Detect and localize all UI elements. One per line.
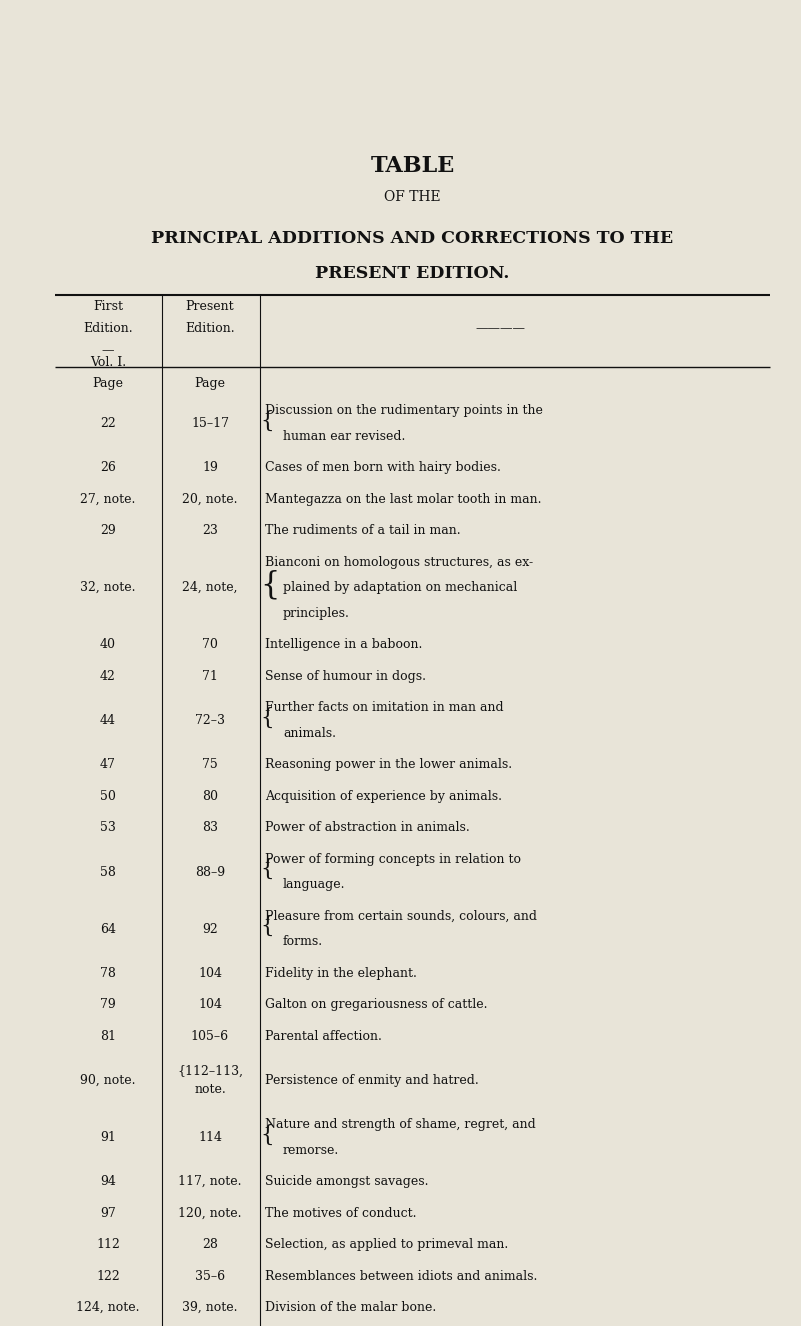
Text: 44: 44 — [100, 713, 116, 727]
Text: 39, note.: 39, note. — [183, 1301, 238, 1314]
Text: First: First — [93, 300, 123, 313]
Text: 81: 81 — [100, 1030, 116, 1042]
Text: 15–17: 15–17 — [191, 416, 229, 430]
Text: Resemblances between idiots and animals.: Resemblances between idiots and animals. — [265, 1270, 537, 1282]
Text: 88–9: 88–9 — [195, 866, 225, 879]
Text: 72–3: 72–3 — [195, 713, 225, 727]
Text: Acquisition of experience by animals.: Acquisition of experience by animals. — [265, 790, 502, 802]
Text: The rudiments of a tail in man.: The rudiments of a tail in man. — [265, 524, 461, 537]
Text: 117, note.: 117, note. — [179, 1175, 242, 1188]
Text: 105–6: 105–6 — [191, 1030, 229, 1042]
Text: plained by adaptation on mechanical: plained by adaptation on mechanical — [283, 581, 517, 594]
Text: ————: ———— — [475, 322, 525, 335]
Text: 22: 22 — [100, 416, 116, 430]
Text: 20, note.: 20, note. — [183, 493, 238, 505]
Text: 19: 19 — [202, 461, 218, 475]
Text: 23: 23 — [202, 524, 218, 537]
Text: Cases of men born with hairy bodies.: Cases of men born with hairy bodies. — [265, 461, 501, 475]
Text: animals.: animals. — [283, 727, 336, 740]
Text: Mantegazza on the last molar tooth in man.: Mantegazza on the last molar tooth in ma… — [265, 493, 541, 505]
Text: 80: 80 — [202, 790, 218, 802]
Text: 47: 47 — [100, 758, 116, 772]
Text: Persistence of enmity and hatred.: Persistence of enmity and hatred. — [265, 1074, 479, 1087]
Text: {112–113,: {112–113, — [177, 1065, 243, 1078]
Text: 120, note.: 120, note. — [179, 1207, 242, 1220]
Text: 78: 78 — [100, 967, 116, 980]
Text: 91: 91 — [100, 1131, 116, 1144]
Text: 64: 64 — [100, 923, 116, 936]
Text: 124, note.: 124, note. — [76, 1301, 139, 1314]
Text: {: { — [260, 915, 274, 937]
Text: Reasoning power in the lower animals.: Reasoning power in the lower animals. — [265, 758, 512, 772]
Text: 97: 97 — [100, 1207, 116, 1220]
Text: Fidelity in the elephant.: Fidelity in the elephant. — [265, 967, 417, 980]
Text: 27, note.: 27, note. — [80, 493, 135, 505]
Text: 28: 28 — [202, 1238, 218, 1252]
Text: {: { — [260, 707, 274, 728]
Text: {: { — [260, 1123, 274, 1146]
Text: forms.: forms. — [283, 935, 323, 948]
Text: 75: 75 — [202, 758, 218, 772]
Text: 90, note.: 90, note. — [80, 1074, 135, 1087]
Text: 79: 79 — [100, 998, 116, 1012]
Text: Vol. I.: Vol. I. — [90, 355, 126, 369]
Text: 92: 92 — [202, 923, 218, 936]
Text: human ear revised.: human ear revised. — [283, 430, 405, 443]
Text: 122: 122 — [96, 1270, 120, 1282]
Text: 40: 40 — [100, 638, 116, 651]
Text: 104: 104 — [198, 967, 222, 980]
Text: The motives of conduct.: The motives of conduct. — [265, 1207, 417, 1220]
Text: Pleasure from certain sounds, colours, and: Pleasure from certain sounds, colours, a… — [265, 910, 537, 923]
Text: 24, note,: 24, note, — [183, 581, 238, 594]
Text: Edition.: Edition. — [83, 322, 133, 335]
Text: OF THE: OF THE — [384, 190, 441, 204]
Text: Page: Page — [195, 377, 226, 390]
Text: 29: 29 — [100, 524, 116, 537]
Text: PRESENT EDITION.: PRESENT EDITION. — [316, 265, 509, 282]
Text: 42: 42 — [100, 670, 116, 683]
Text: 35–6: 35–6 — [195, 1270, 225, 1282]
Text: Intelligence in a baboon.: Intelligence in a baboon. — [265, 638, 422, 651]
Text: 58: 58 — [100, 866, 116, 879]
Text: 71: 71 — [202, 670, 218, 683]
Text: Nature and strength of shame, regret, and: Nature and strength of shame, regret, an… — [265, 1118, 536, 1131]
Text: Edition.: Edition. — [185, 322, 235, 335]
Text: Power of abstraction in animals.: Power of abstraction in animals. — [265, 821, 469, 834]
Text: 32, note.: 32, note. — [80, 581, 135, 594]
Text: Suicide amongst savages.: Suicide amongst savages. — [265, 1175, 429, 1188]
Text: {: { — [260, 569, 280, 601]
Text: language.: language. — [283, 878, 345, 891]
Text: {: { — [260, 858, 274, 880]
Text: 53: 53 — [100, 821, 116, 834]
Text: Parental affection.: Parental affection. — [265, 1030, 382, 1042]
Text: 112: 112 — [96, 1238, 120, 1252]
Text: 104: 104 — [198, 998, 222, 1012]
Text: Galton on gregariousness of cattle.: Galton on gregariousness of cattle. — [265, 998, 488, 1012]
Text: 114: 114 — [198, 1131, 222, 1144]
Text: Discussion on the rudimentary points in the: Discussion on the rudimentary points in … — [265, 404, 543, 416]
Text: 50: 50 — [100, 790, 116, 802]
Text: 70: 70 — [202, 638, 218, 651]
Text: Power of forming concepts in relation to: Power of forming concepts in relation to — [265, 853, 521, 866]
Text: Sense of humour in dogs.: Sense of humour in dogs. — [265, 670, 426, 683]
Text: note.: note. — [194, 1083, 226, 1095]
Text: Page: Page — [92, 377, 123, 390]
Text: 26: 26 — [100, 461, 116, 475]
Text: Present: Present — [186, 300, 235, 313]
Text: PRINCIPAL ADDITIONS AND CORRECTIONS TO THE: PRINCIPAL ADDITIONS AND CORRECTIONS TO T… — [151, 229, 674, 247]
Text: Division of the malar bone.: Division of the malar bone. — [265, 1301, 437, 1314]
Text: principles.: principles. — [283, 606, 350, 619]
Text: —: — — [102, 343, 115, 357]
Text: remorse.: remorse. — [283, 1143, 340, 1156]
Text: Further facts on imitation in man and: Further facts on imitation in man and — [265, 701, 504, 713]
Text: 94: 94 — [100, 1175, 116, 1188]
Text: {: { — [260, 410, 274, 431]
Text: Bianconi on homologous structures, as ex-: Bianconi on homologous structures, as ex… — [265, 556, 533, 569]
Text: Selection, as applied to primeval man.: Selection, as applied to primeval man. — [265, 1238, 509, 1252]
Text: 83: 83 — [202, 821, 218, 834]
Text: TABLE: TABLE — [370, 155, 455, 176]
